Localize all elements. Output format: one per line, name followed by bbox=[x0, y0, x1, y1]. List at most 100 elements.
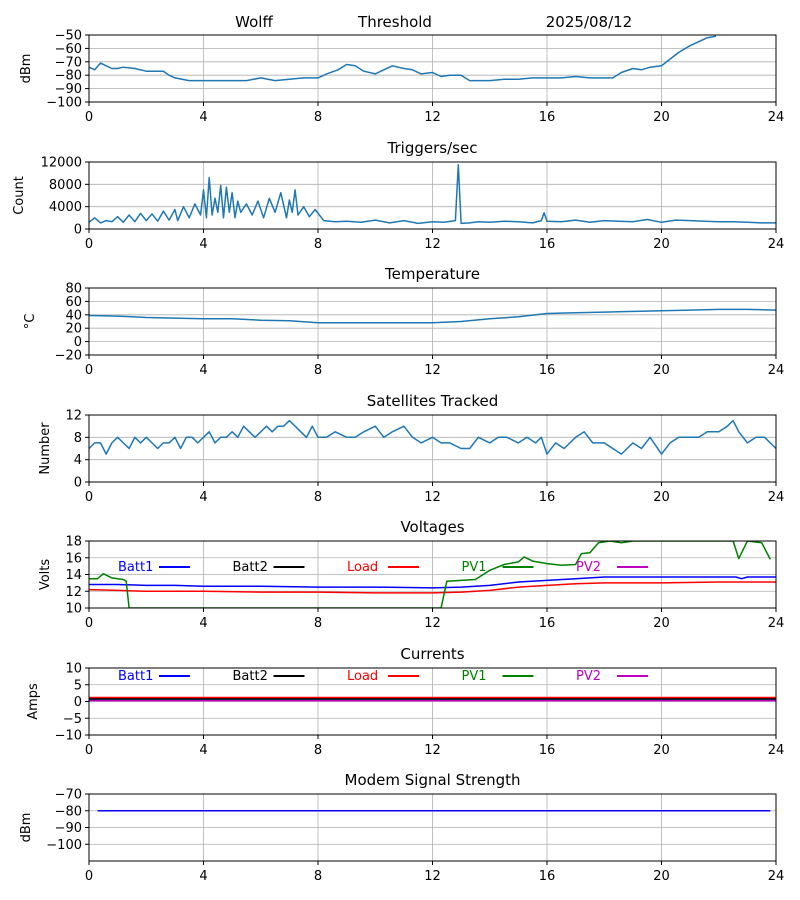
x-tick-label: 4 bbox=[199, 363, 207, 378]
y-tick-label: −60 bbox=[55, 42, 82, 57]
x-tick-label: 20 bbox=[653, 743, 670, 758]
y-tick-label: 14 bbox=[65, 568, 82, 583]
chart-panel-2: 0 4 8 12 16 20 24 0 4000 8000 12000 Triggers/sec Cou… bbox=[12, 139, 784, 252]
x-tick-label: 8 bbox=[314, 869, 322, 884]
x-tick-label: 24 bbox=[768, 616, 785, 631]
y-axis-label: Count bbox=[12, 176, 27, 215]
y-tick-label: −80 bbox=[55, 804, 82, 819]
legend-label-pv2: PV2 bbox=[576, 560, 601, 575]
chart-panel-7: 0 4 8 12 16 20 24 −100 −90 −80−70 Modem Signal Str… bbox=[19, 771, 784, 884]
series-line-1 bbox=[89, 419, 776, 455]
y-tick-label: −70 bbox=[55, 788, 82, 803]
x-tick-label: 16 bbox=[539, 616, 556, 631]
legend-label-batt2: Batt2 bbox=[233, 669, 268, 684]
y-tick-label: 12 bbox=[65, 409, 82, 424]
y-tick-label: 16 bbox=[65, 551, 82, 566]
y-tick-label: −50 bbox=[55, 29, 82, 44]
y-axis-label: dBm bbox=[19, 813, 34, 843]
x-tick-label: 4 bbox=[199, 490, 207, 505]
series-line-pv1 bbox=[89, 541, 771, 608]
x-tick-label: 0 bbox=[85, 110, 93, 125]
x-tick-label: 24 bbox=[768, 110, 785, 125]
series-line-1 bbox=[89, 308, 776, 324]
x-tick-label: 20 bbox=[653, 363, 670, 378]
series-line-load bbox=[89, 581, 776, 594]
x-tick-label: 0 bbox=[85, 743, 93, 758]
header-label: Threshold bbox=[357, 13, 432, 31]
y-tick-label: 8 bbox=[74, 431, 82, 446]
x-tick-label: 16 bbox=[539, 237, 556, 252]
y-tick-label: 0 bbox=[74, 223, 82, 238]
x-tick-label: 4 bbox=[199, 616, 207, 631]
y-tick-label: 8000 bbox=[49, 178, 82, 193]
chart-title: Satellites Tracked bbox=[367, 392, 498, 410]
x-tick-label: 16 bbox=[539, 110, 556, 125]
x-tick-label: 4 bbox=[199, 110, 207, 125]
chart-title: Temperature bbox=[384, 265, 480, 283]
y-tick-label: 5 bbox=[74, 678, 82, 693]
x-tick-label: 4 bbox=[199, 743, 207, 758]
x-tick-label: 20 bbox=[653, 110, 670, 125]
x-tick-label: 16 bbox=[539, 743, 556, 758]
y-tick-label: −100 bbox=[46, 838, 82, 853]
series-line-1 bbox=[89, 164, 776, 225]
y-tick-label: 0 bbox=[74, 695, 82, 710]
x-tick-label: 12 bbox=[424, 743, 441, 758]
legend-label-pv2: PV2 bbox=[576, 669, 601, 684]
x-tick-label: 20 bbox=[653, 869, 670, 884]
y-tick-label: 40 bbox=[65, 308, 82, 323]
x-tick-label: 8 bbox=[314, 490, 322, 505]
y-tick-label: −10 bbox=[55, 729, 82, 744]
y-tick-label: 20 bbox=[65, 322, 82, 337]
y-axis-label: °C bbox=[23, 314, 38, 330]
legend-label-pv1: PV1 bbox=[462, 669, 487, 684]
chart-panel-4: 0 4 8 12 16 20 24 0 4 8 12 Satellites Tracked Number bbox=[38, 392, 784, 505]
x-tick-label: 12 bbox=[424, 869, 441, 884]
x-tick-label: 12 bbox=[424, 363, 441, 378]
y-axis-label: Amps bbox=[26, 683, 41, 720]
y-tick-label: 60 bbox=[65, 295, 82, 310]
y-tick-label: 0 bbox=[74, 335, 82, 350]
x-tick-label: 16 bbox=[539, 363, 556, 378]
y-tick-label: −90 bbox=[55, 82, 82, 97]
x-tick-label: 12 bbox=[424, 110, 441, 125]
x-tick-label: 8 bbox=[314, 363, 322, 378]
y-tick-label: 18 bbox=[65, 535, 82, 550]
x-tick-label: 20 bbox=[653, 237, 670, 252]
x-tick-label: 24 bbox=[768, 490, 785, 505]
series-line-1 bbox=[89, 35, 717, 82]
x-tick-label: 4 bbox=[199, 237, 207, 252]
x-tick-label: 20 bbox=[653, 616, 670, 631]
y-tick-label: −90 bbox=[55, 821, 82, 836]
series-line-batt1 bbox=[89, 576, 776, 589]
y-axis-label: dBm bbox=[19, 54, 34, 84]
y-axis-label: Number bbox=[38, 422, 53, 475]
x-tick-label: 12 bbox=[424, 616, 441, 631]
x-tick-label: 0 bbox=[85, 616, 93, 631]
y-tick-label: −70 bbox=[55, 55, 82, 70]
chart-panel-6: 0 4 8 12 16 20 24 −10 −5 0 510 Currents Amps Batt1 Bat… bbox=[26, 645, 784, 758]
y-tick-label: −100 bbox=[46, 96, 82, 111]
chart-title: Triggers/sec bbox=[387, 139, 478, 157]
legend-label-batt1: Batt1 bbox=[118, 669, 153, 684]
y-tick-label: 10 bbox=[65, 602, 82, 617]
x-tick-label: 12 bbox=[424, 490, 441, 505]
x-tick-label: 12 bbox=[424, 237, 441, 252]
chart-title: Currents bbox=[400, 645, 464, 663]
y-tick-label: 80 bbox=[65, 282, 82, 297]
x-tick-label: 20 bbox=[653, 490, 670, 505]
y-tick-label: 12 bbox=[65, 585, 82, 600]
legend-label-load: Load bbox=[347, 669, 378, 684]
x-tick-label: 0 bbox=[85, 490, 93, 505]
x-tick-label: 24 bbox=[768, 237, 785, 252]
x-tick-label: 4 bbox=[199, 869, 207, 884]
x-tick-label: 0 bbox=[85, 363, 93, 378]
legend-label-batt2: Batt2 bbox=[233, 560, 268, 575]
x-tick-label: 24 bbox=[768, 743, 785, 758]
y-tick-label: 10 bbox=[65, 662, 82, 677]
x-tick-label: 8 bbox=[314, 110, 322, 125]
chart-panel-1: 0 4 8 12 16 20 24 −100−90−80−70−60−50 dBm bbox=[19, 29, 784, 126]
y-tick-label: 4 bbox=[74, 453, 82, 468]
